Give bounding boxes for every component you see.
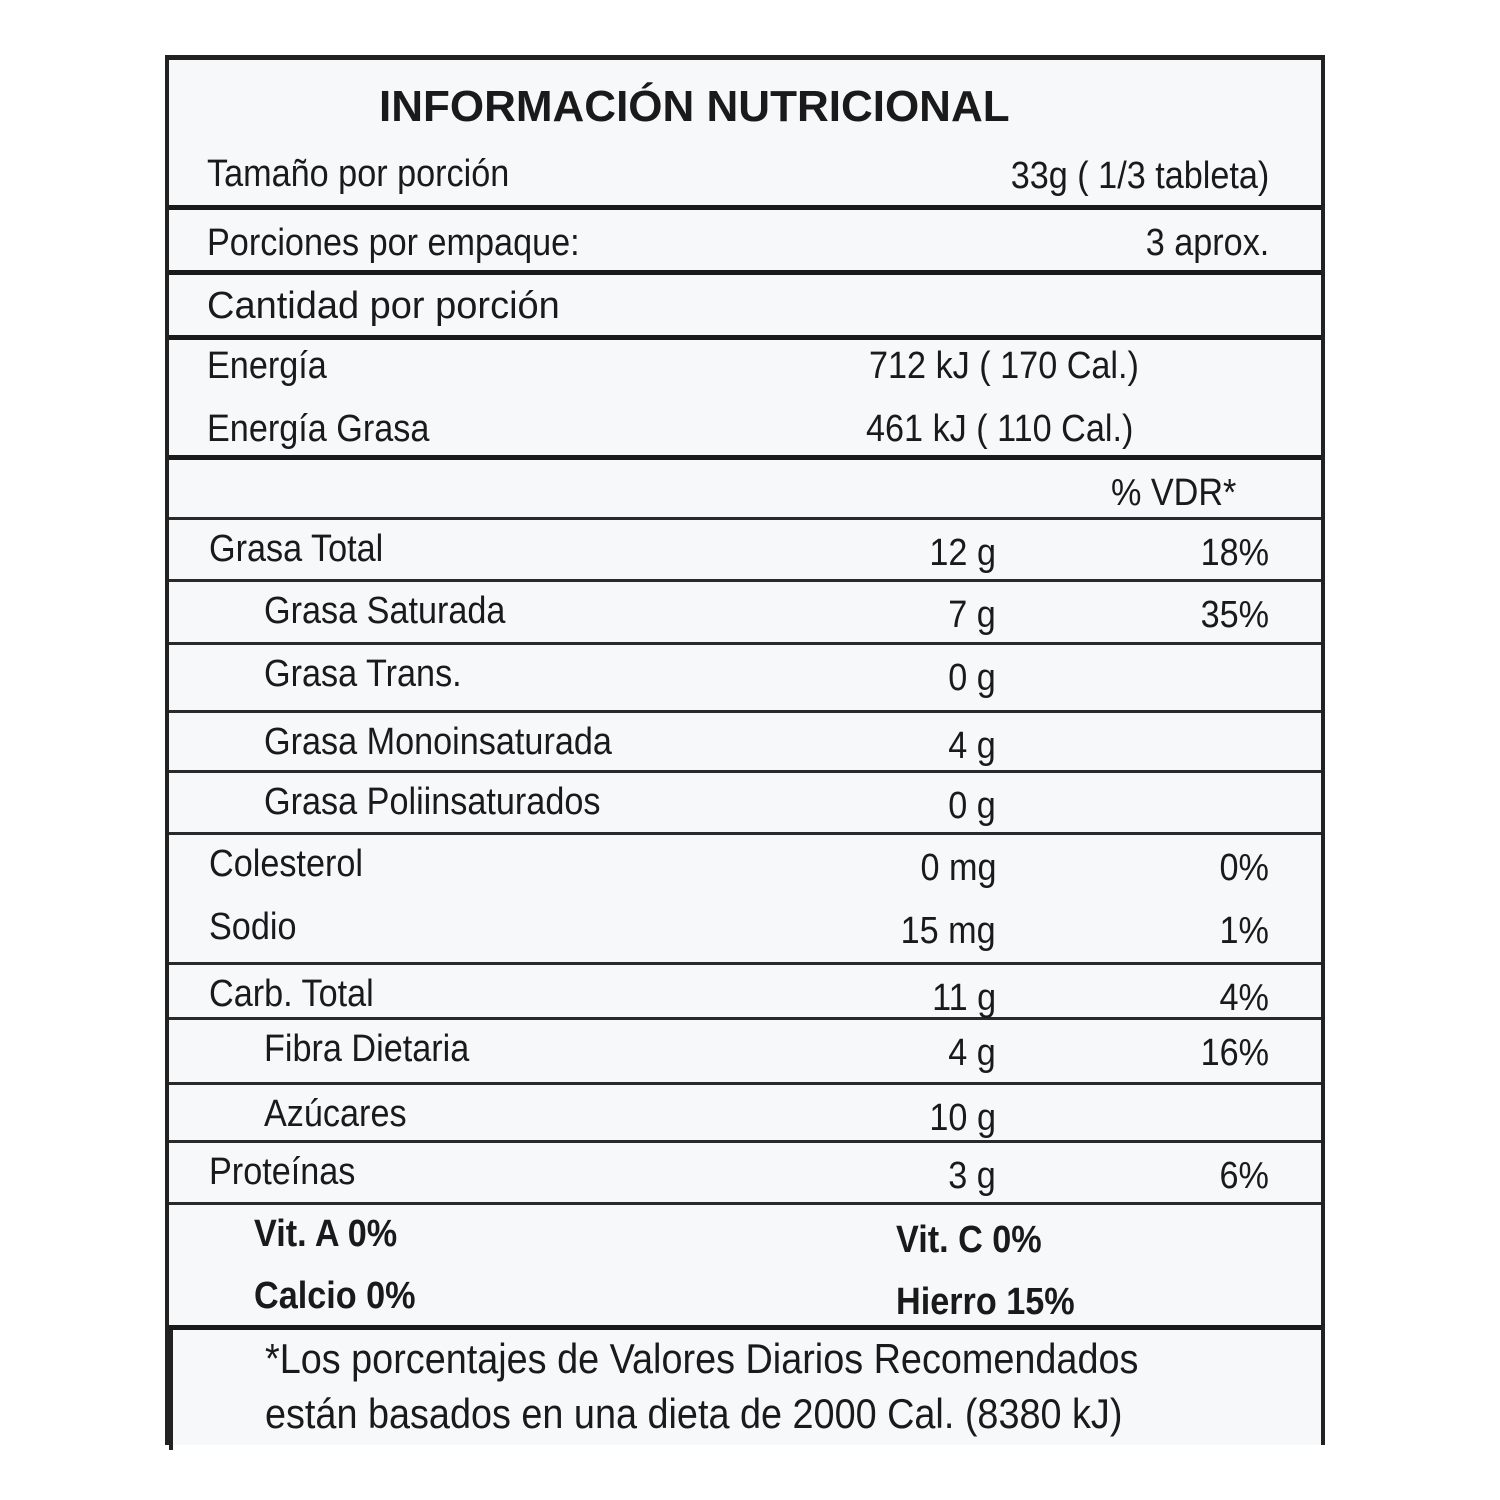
nutrient-row: Carb. Total 11 g 4% [169,965,1321,1020]
nutrient-row: Grasa Poliinsaturados 0 g [169,773,1321,835]
nutrient-row: Grasa Total 12 g 18% [169,520,1321,582]
energy-value: 712 kJ ( 170 Cal.) [869,345,1139,387]
nutrient-row: Grasa Monoinsaturada 4 g [169,713,1321,773]
nutrient-amount: 0 mg [919,847,996,889]
nutrient-amount: 0 g [948,785,996,827]
nutrient-row: Proteínas 3 g 6% [169,1143,1321,1205]
vit-a: Vit. A 0% [254,1213,398,1255]
servings-value: 3 aprox. [1145,222,1269,264]
nutrient-dv: 6% [1219,1155,1269,1197]
serving-size-value: 33g ( 1/3 tableta) [1010,155,1269,197]
nutrient-label: Proteínas [209,1151,356,1193]
amount-header: Cantidad por porción [207,285,560,327]
footnote-line-1: *Los porcentajes de Valores Diarios Reco… [265,1335,1139,1382]
energy-label: Energía [207,345,327,387]
nutrient-label: Sodio [209,906,297,948]
nutrition-label: INFORMACIÓN NUTRICIONAL Tamaño por porci… [165,55,1325,1450]
footnote-line-2: están basados en una dieta de 2000 Cal. … [265,1390,1123,1437]
vit-c: Vit. C 0% [896,1219,1042,1261]
amount-header-row: Cantidad por porción [169,275,1321,340]
title-row: INFORMACIÓN NUTRICIONAL [169,60,1321,145]
nutrient-row: Grasa Saturada 7 g 35% [169,582,1321,645]
nutrient-amount: 11 g [931,977,996,1019]
nutrient-row: Fibra Dietaria 4 g 16% [169,1020,1321,1085]
nutrient-dv: 16% [1200,1032,1269,1074]
nutrient-row: Azúcares 10 g [169,1085,1321,1143]
nutrient-dv: 0% [1219,847,1269,889]
energy-fat-label: Energía Grasa [207,408,430,450]
serving-size-label: Tamaño por porción [207,153,510,195]
nutrient-row: Grasa Trans. 0 g [169,645,1321,713]
nutrient-dv: 35% [1200,594,1269,636]
nutrient-amount: 4 g [948,1032,996,1074]
nutrient-label: Azúcares [264,1093,407,1135]
nutrient-label: Carb. Total [209,973,374,1015]
hierro: Hierro 15% [896,1281,1075,1323]
energy-fat-value: 461 kJ ( 110 Cal.) [866,408,1134,450]
nutrient-label: Grasa Monoinsaturada [264,721,612,763]
nutrient-dv: 18% [1200,532,1269,574]
nutrient-label: Grasa Total [209,528,384,570]
dv-header: % VDR* [1110,472,1236,514]
servings-row: Porciones por empaque: 3 aprox. [169,210,1321,275]
nutrient-amount: 0 g [948,657,996,699]
vitamins-row: Vit. A 0% Vit. C 0% Calcio 0% Hierro 15% [169,1205,1321,1330]
nutrient-row: Sodio 15 mg 1% [169,898,1321,965]
servings-label: Porciones por empaque: [207,222,580,264]
nutrient-amount: 7 g [948,594,996,636]
footnote: *Los porcentajes de Valores Diarios Reco… [169,1330,1321,1450]
nutrient-label: Grasa Saturada [264,590,506,632]
label-title: INFORMACIÓN NUTRICIONAL [379,82,1010,131]
nutrient-amount: 4 g [948,725,996,767]
nutrient-label: Grasa Poliinsaturados [264,781,601,823]
nutrient-dv: 4% [1219,977,1269,1019]
energy-row: Energía 712 kJ ( 170 Cal.) Energía Grasa… [169,340,1321,460]
nutrient-label: Grasa Trans. [264,653,462,695]
calcio: Calcio 0% [254,1275,416,1317]
dv-header-row: % VDR* [169,460,1321,520]
nutrient-amount: 12 g [929,532,996,574]
nutrient-amount: 10 g [929,1097,996,1139]
nutrient-label: Colesterol [209,843,363,885]
nutrient-amount: 3 g [948,1155,996,1197]
nutrient-dv: 1% [1219,910,1269,952]
nutrient-row: Colesterol 0 mg 0% [169,835,1321,898]
nutrient-amount: 15 mg [900,910,996,952]
serving-size-row: Tamaño por porción 33g ( 1/3 tableta) [169,145,1321,210]
nutrient-label: Fibra Dietaria [264,1028,470,1070]
